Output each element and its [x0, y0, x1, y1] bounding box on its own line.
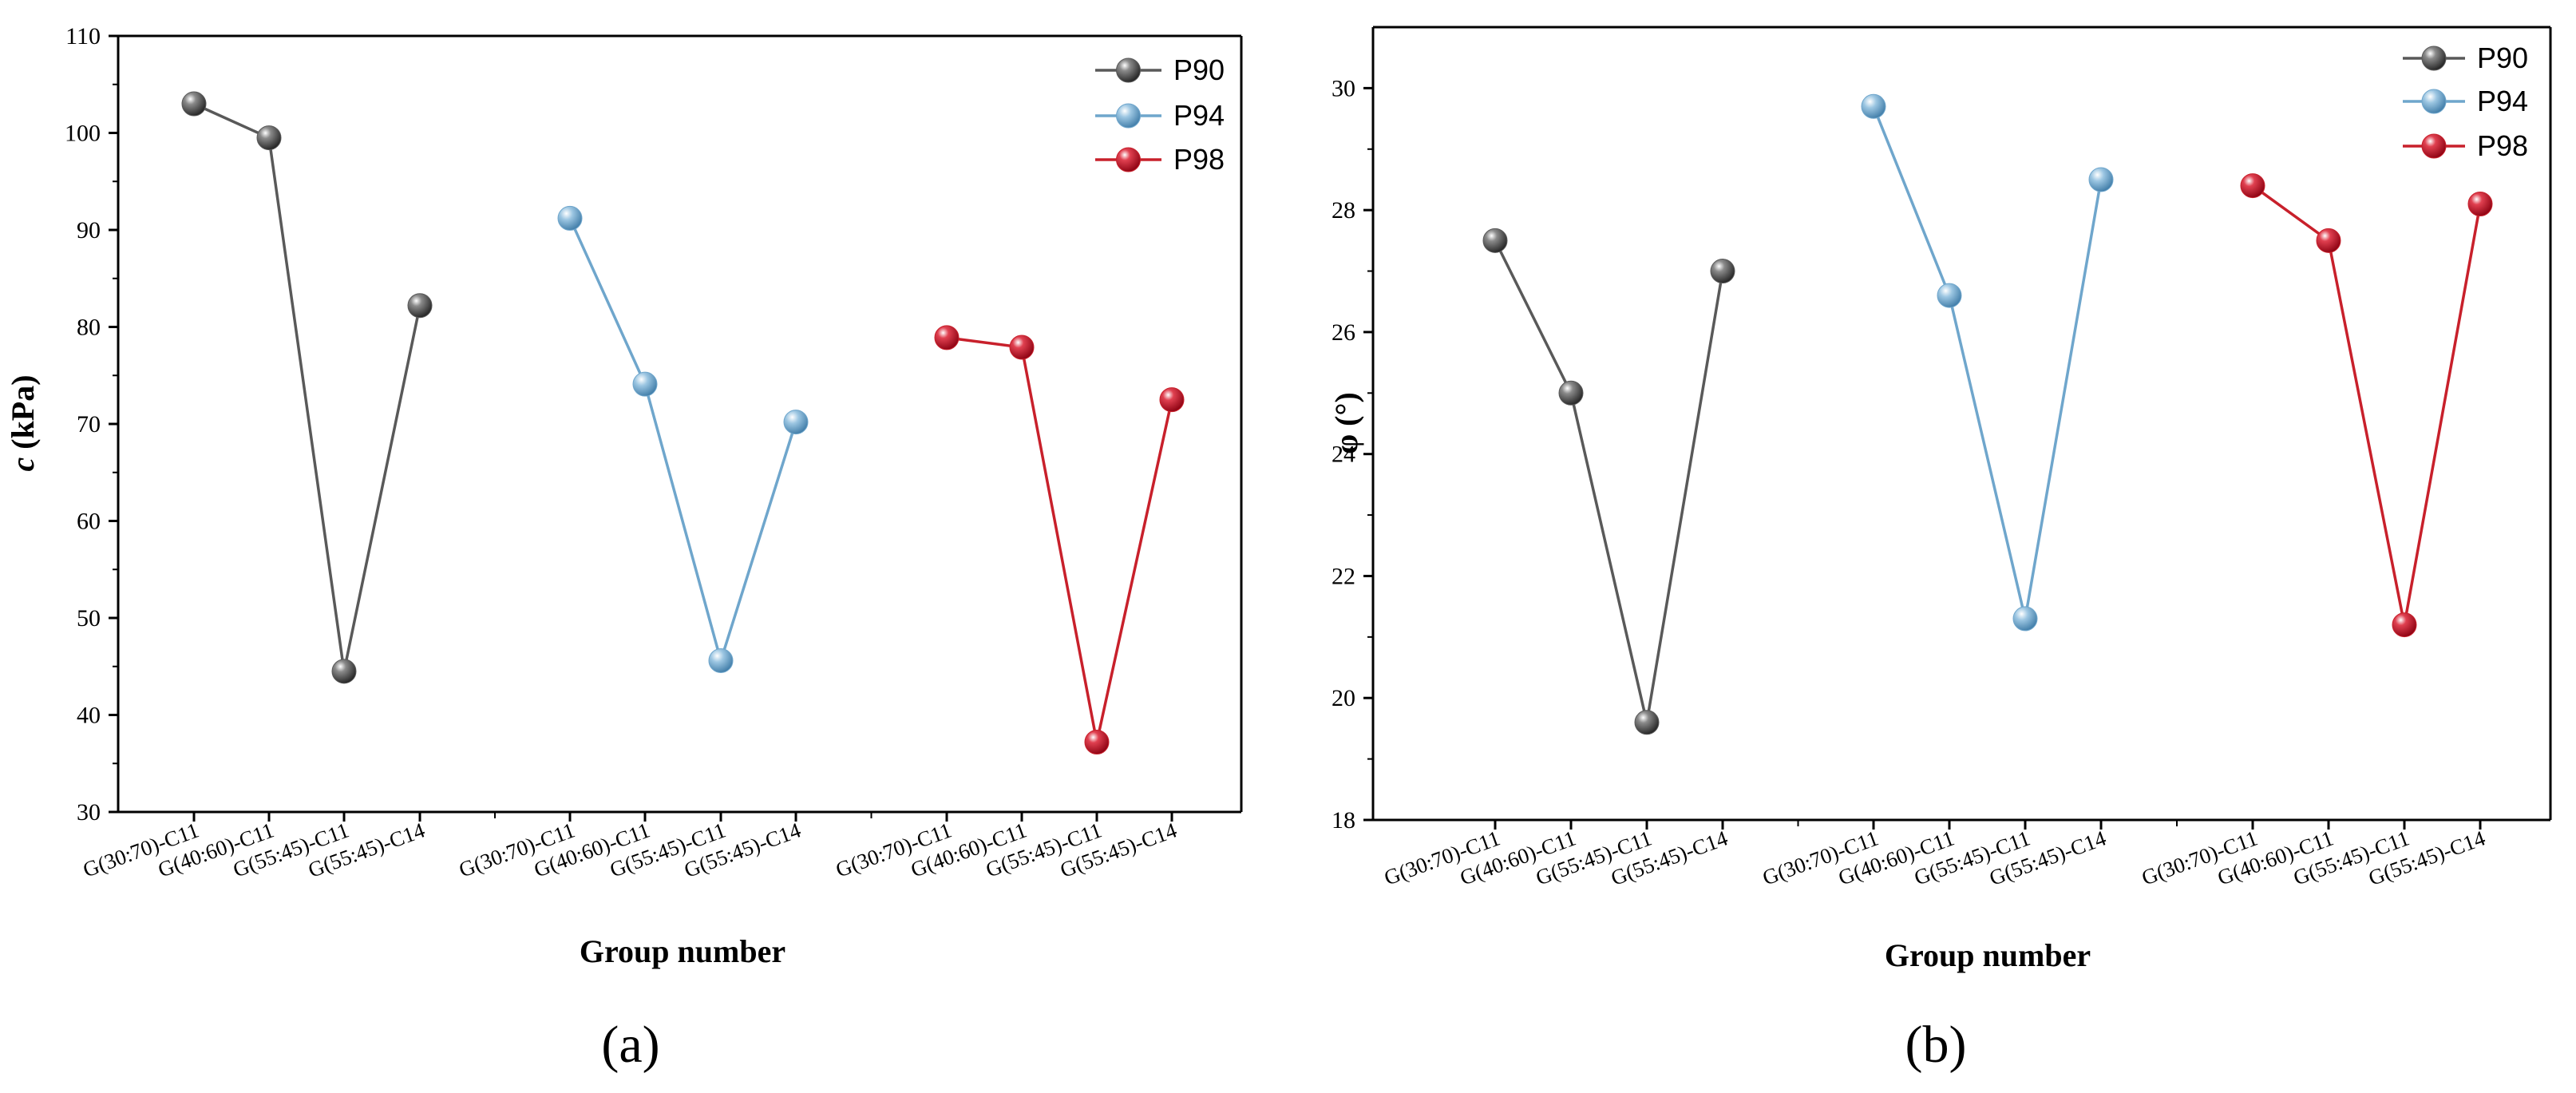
legend-marker: [1116, 147, 1141, 172]
series-line: [1872, 105, 2103, 620]
y-tick-label: 70: [77, 411, 101, 438]
axes-frame: [117, 34, 1243, 814]
chart-panel-a: 30 40 50 60 70 80 90 100 110 G(30:70)-C11G(40:60…: [5, 23, 1243, 1074]
data-point: [1159, 387, 1185, 413]
series-layer: [1482, 93, 2493, 735]
legend-entry-p90: P90: [1095, 53, 1225, 86]
y-axis-title-unit: (kPa): [5, 374, 41, 457]
data-point: [256, 125, 282, 151]
series-p98: [934, 325, 1185, 755]
data-point: [557, 205, 583, 231]
series-line: [1494, 240, 1724, 723]
panel-label-b: (b): [1905, 1016, 1967, 1074]
legend-marker: [2421, 89, 2447, 114]
data-point: [1084, 730, 1110, 755]
series-p90: [181, 91, 433, 684]
x-axis-title: Group number: [1885, 937, 2091, 973]
legend-marker: [2421, 46, 2447, 71]
data-point: [632, 371, 658, 397]
legend-label: P90: [2477, 42, 2528, 74]
y-tick-label: 22: [1332, 563, 1355, 589]
y-tick-label: 110: [65, 23, 101, 50]
y-tick-label: 24: [1332, 442, 1355, 468]
y-tick-label: 18: [1332, 807, 1355, 834]
legend-label: P98: [2477, 129, 2528, 162]
panel-label-a: (a): [601, 1016, 659, 1074]
legend-label: P90: [1173, 53, 1225, 86]
data-point: [708, 647, 734, 673]
y-tick-label: 30: [77, 799, 101, 826]
x-axis-ticks: G(30:70)-C11G(40:60)-C11G(55:45)-C11G(55…: [80, 812, 1181, 882]
data-point: [1482, 228, 1508, 253]
x-axis-ticks: G(30:70)-C11G(40:60)-C11G(55:45)-C11G(55…: [1381, 820, 2489, 890]
data-point: [934, 325, 960, 350]
series-p94: [557, 205, 809, 673]
data-point: [1634, 710, 1660, 735]
legend-entry-p94: P94: [2403, 85, 2528, 117]
data-point: [181, 91, 207, 117]
axes-frame: [1371, 26, 2552, 822]
y-tick-label: 28: [1332, 197, 1355, 224]
legend-marker: [1116, 103, 1141, 129]
y-axis-ticks: 30 40 50 60 70 80 90 100 110: [65, 23, 118, 826]
legend-entry-p94: P94: [1095, 99, 1225, 132]
y-tick-label: 60: [77, 509, 101, 535]
y-tick-label: 90: [77, 217, 101, 244]
y-axis-title: φ (°): [1328, 392, 1364, 454]
series-line: [946, 336, 1173, 743]
legend-entry-p98: P98: [2403, 129, 2528, 162]
data-point: [2088, 167, 2114, 192]
legend-entry-p98: P98: [1095, 143, 1225, 176]
data-point: [2467, 192, 2493, 217]
legend: P90 P94 P98: [2403, 42, 2528, 162]
y-tick-label: 40: [77, 703, 101, 729]
series-p98: [2240, 173, 2493, 638]
series-layer: [181, 91, 1185, 755]
data-point: [331, 659, 357, 684]
data-point: [2240, 173, 2265, 199]
series-p90: [1482, 228, 1735, 735]
legend-label: P98: [1173, 143, 1225, 176]
y-tick-label: 80: [77, 315, 101, 341]
legend-label: P94: [2477, 85, 2528, 117]
data-point: [1861, 93, 1886, 119]
x-axis-title: Group number: [580, 933, 785, 969]
series-line: [193, 102, 421, 672]
y-tick-label: 20: [1332, 685, 1355, 711]
y-tick-label: 50: [77, 605, 101, 632]
legend-marker: [1116, 57, 1141, 83]
data-point: [1710, 259, 1735, 284]
data-point: [2392, 612, 2417, 638]
y-axis-ticks: 18 20 22 24 26 28 30: [1332, 75, 1373, 834]
chart-panel-b: 18 20 22 24 26 28 30 G(30:70)-C11G(40:60)-C11G…: [1328, 26, 2552, 1074]
y-tick-label: 100: [65, 121, 101, 147]
data-point: [783, 410, 809, 435]
legend-entry-p90: P90: [2403, 42, 2528, 74]
series-line: [568, 217, 797, 666]
data-point: [1558, 380, 1584, 406]
data-point: [1009, 335, 1035, 360]
y-axis-title-symbol: c: [5, 457, 41, 472]
series-p94: [1861, 93, 2114, 632]
legend: P90 P94 P98: [1095, 53, 1225, 176]
data-point: [1937, 283, 1962, 308]
data-point: [2012, 606, 2038, 632]
legend-label: P94: [1173, 99, 1225, 132]
y-axis-title: c (kPa): [5, 374, 41, 471]
y-tick-label: 26: [1332, 319, 1355, 346]
series-line: [2251, 184, 2482, 625]
legend-marker: [2421, 133, 2447, 159]
data-point: [2316, 228, 2341, 253]
y-tick-label: 30: [1332, 75, 1355, 101]
data-point: [407, 293, 433, 319]
